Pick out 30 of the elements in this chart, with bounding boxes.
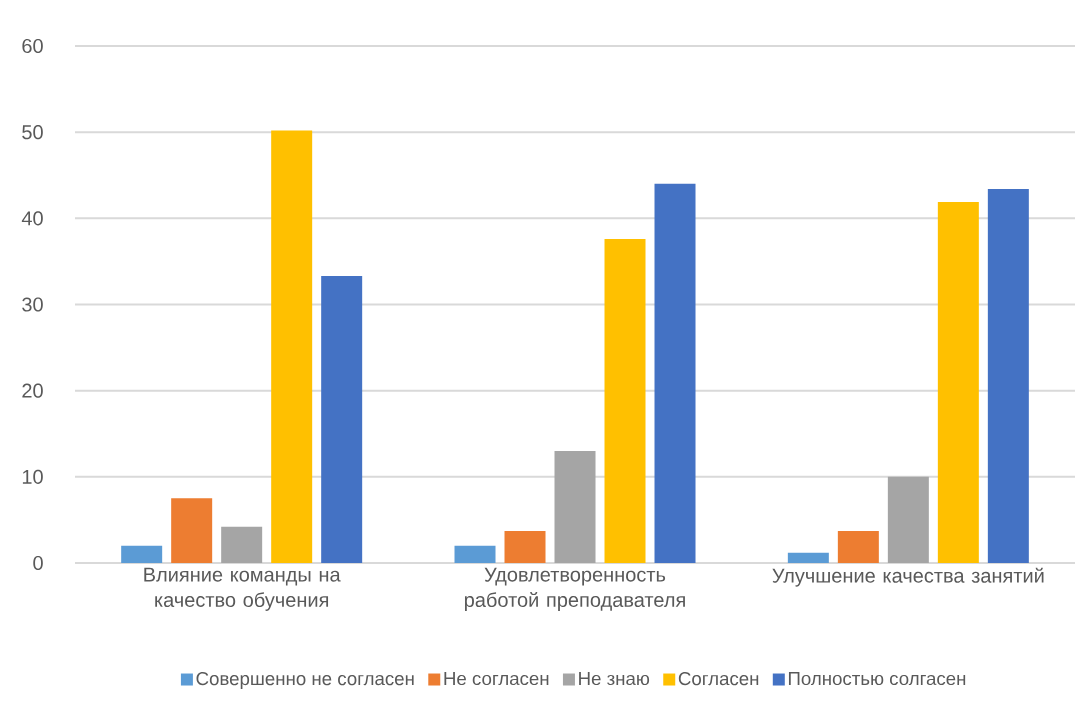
x-tick-label: Улучшение качества занятий	[772, 567, 1044, 587]
y-tick-label: 40	[21, 211, 43, 226]
y-tick-label: 30	[22, 297, 43, 312]
bar	[121, 545, 163, 563]
x-tick-label: Удовлетворенность работой преподавателя	[464, 567, 685, 611]
bar	[454, 545, 496, 563]
y-tick-label: 50	[22, 125, 43, 140]
legend-label: Согласен	[678, 671, 759, 686]
legend-label: Совершенно не согласен	[196, 671, 414, 689]
bar	[504, 531, 546, 563]
x-tick-label: Влияние команды на качество обучения	[144, 567, 341, 611]
y-tick-label: 20	[22, 383, 43, 398]
y-tick-label: 0	[33, 555, 43, 571]
bar	[171, 498, 213, 563]
bar	[604, 239, 646, 563]
legend-label: Не знаю	[579, 672, 650, 686]
bar	[221, 526, 263, 563]
bar	[321, 276, 363, 563]
bar	[837, 531, 879, 563]
bar	[987, 189, 1029, 563]
legend-label: Не согласен	[444, 672, 549, 686]
bar	[654, 183, 696, 563]
bar	[937, 201, 979, 563]
bar	[787, 552, 829, 563]
legend-label: Полностью солгасен	[788, 672, 966, 686]
y-tick-label: 10	[22, 469, 43, 484]
bar	[554, 450, 596, 563]
bar	[271, 130, 313, 563]
bar	[887, 476, 929, 563]
y-tick-label: 60	[22, 38, 43, 54]
